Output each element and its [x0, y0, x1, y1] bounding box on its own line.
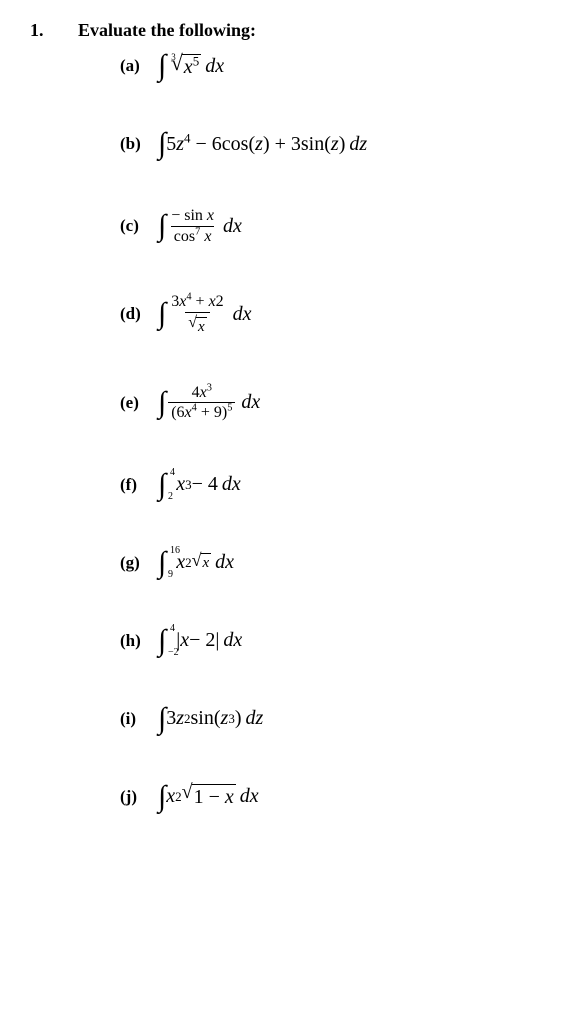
part-e: (e) ∫ 4x3 (6x4 + 9)5 dx [120, 384, 558, 422]
part-a: (a) ∫ 3 √ x5 dx [120, 51, 558, 81]
part-c-expr: ∫ − sin x cos7 x dx [158, 207, 242, 245]
integral-sign: ∫916 [158, 548, 166, 578]
part-a-expr: ∫ 3 √ x5 dx [158, 51, 224, 81]
part-h: (h) ∫−24 |x − 2| dx [120, 626, 558, 656]
integral-sign: ∫ [158, 388, 166, 418]
part-label: (h) [120, 631, 146, 651]
integral-sign: ∫ [158, 129, 166, 159]
part-label: (j) [120, 787, 146, 807]
fraction: − sin x cos7 x [168, 207, 217, 245]
part-j-expr: ∫ x2 √ 1 − x dx [158, 782, 259, 812]
part-d-expr: ∫ 3x4 + x2 √ x dx [158, 293, 252, 336]
integral-sign: ∫ [158, 299, 166, 329]
part-label: (i) [120, 709, 146, 729]
part-j: (j) ∫ x2 √ 1 − x dx [120, 782, 558, 812]
part-i-expr: ∫ 3z2 sin(z3) dz [158, 704, 263, 734]
part-g: (g) ∫916 x2 √ x dx [120, 548, 558, 578]
part-b-expr: ∫ 5z4 − 6cos(z) + 3sin(z) dz [158, 129, 367, 159]
fraction: 4x3 (6x4 + 9)5 [168, 384, 235, 422]
part-e-expr: ∫ 4x3 (6x4 + 9)5 dx [158, 384, 260, 422]
part-label: (g) [120, 553, 146, 573]
integral-sign: ∫ [158, 211, 166, 241]
part-label: (b) [120, 134, 146, 154]
part-label: (d) [120, 304, 146, 324]
part-c: (c) ∫ − sin x cos7 x dx [120, 207, 558, 245]
parts-list: (a) ∫ 3 √ x5 dx (b) ∫ 5z4 − 6cos(z) + 3s… [120, 51, 558, 812]
question-prompt: Evaluate the following: [78, 20, 256, 41]
integral-sign: ∫24 [158, 470, 166, 500]
part-h-expr: ∫−24 |x − 2| dx [158, 626, 242, 656]
cube-root: 3 √ x5 [166, 54, 201, 79]
question-number: 1. [30, 20, 50, 41]
part-label: (c) [120, 216, 146, 236]
part-label: (a) [120, 56, 146, 76]
part-label: (e) [120, 393, 146, 413]
integral-sign: ∫−24 [158, 626, 166, 656]
question-header: 1. Evaluate the following: [30, 20, 558, 41]
part-d: (d) ∫ 3x4 + x2 √ x dx [120, 293, 558, 336]
integral-sign: ∫ [158, 704, 166, 734]
part-g-expr: ∫916 x2 √ x dx [158, 548, 234, 578]
fraction: 3x4 + x2 √ x [168, 293, 226, 336]
part-f: (f) ∫24 x3 − 4 dx [120, 470, 558, 500]
integral-sign: ∫ [158, 782, 166, 812]
integral-sign: ∫ [158, 51, 166, 81]
part-label: (f) [120, 475, 146, 495]
part-f-expr: ∫24 x3 − 4 dx [158, 470, 241, 500]
part-b: (b) ∫ 5z4 − 6cos(z) + 3sin(z) dz [120, 129, 558, 159]
part-i: (i) ∫ 3z2 sin(z3) dz [120, 704, 558, 734]
